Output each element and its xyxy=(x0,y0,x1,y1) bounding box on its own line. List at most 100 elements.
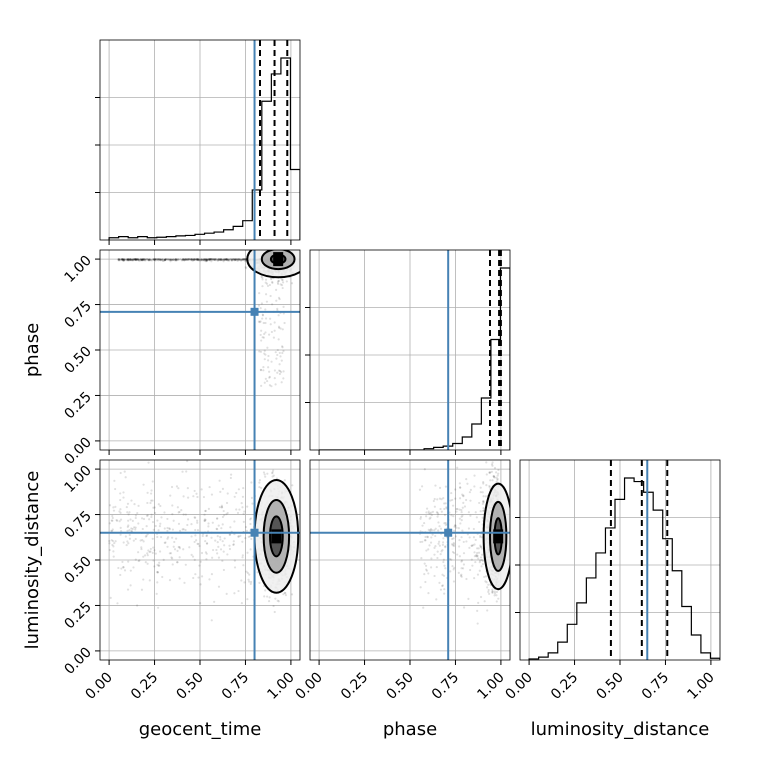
scatter-point xyxy=(143,259,146,262)
scatter-point xyxy=(259,368,262,371)
scatter-point xyxy=(278,369,281,372)
scatter-point xyxy=(456,553,459,556)
scatter-point xyxy=(441,543,445,546)
scatter-point xyxy=(128,537,132,540)
scatter-point xyxy=(175,258,178,261)
scatter-point xyxy=(151,499,154,502)
scatter-point xyxy=(160,258,164,261)
scatter-point xyxy=(485,484,488,487)
scatter-point xyxy=(139,258,143,261)
scatter-point xyxy=(122,258,125,262)
scatter-point xyxy=(271,471,274,474)
scatter-point xyxy=(154,258,158,261)
scatter-point xyxy=(157,529,160,532)
scatter-point xyxy=(482,482,485,485)
scatter-point xyxy=(193,516,196,519)
scatter-point xyxy=(171,513,174,516)
scatter-point xyxy=(193,489,196,493)
scatter-point xyxy=(233,258,236,261)
scatter-point xyxy=(183,258,186,262)
scatter-point xyxy=(126,258,129,261)
scatter-point xyxy=(134,258,137,261)
scatter-point xyxy=(177,545,180,549)
scatter-point xyxy=(461,493,464,496)
scatter-point xyxy=(270,360,273,363)
scatter-point xyxy=(135,258,138,261)
scatter-point xyxy=(234,258,237,261)
scatter-point xyxy=(196,519,199,522)
scatter-point xyxy=(122,259,125,262)
scatter-point xyxy=(233,495,236,498)
scatter-point xyxy=(452,544,456,548)
scatter-point xyxy=(133,258,137,261)
scatter-point xyxy=(122,259,126,262)
scatter-point xyxy=(190,258,193,261)
scatter-point xyxy=(491,479,494,482)
scatter-point xyxy=(194,534,197,537)
scatter-point xyxy=(117,258,120,261)
scatter-point xyxy=(490,463,494,466)
scatter-point xyxy=(247,535,250,538)
scatter-point xyxy=(134,258,137,261)
scatter-point xyxy=(467,511,470,514)
scatter-point xyxy=(427,528,430,531)
scatter-point xyxy=(431,533,434,536)
scatter-point xyxy=(452,514,455,518)
scatter-point xyxy=(127,524,130,527)
scatter-point xyxy=(140,258,143,261)
scatter-point xyxy=(184,563,187,566)
scatter-point xyxy=(276,348,279,352)
scatter-point xyxy=(443,588,446,591)
scatter-point xyxy=(146,491,149,494)
x-tick-label: 0.00 xyxy=(83,670,116,703)
scatter-point xyxy=(150,515,153,519)
scatter-point xyxy=(281,345,284,348)
x-tick-label: 0.25 xyxy=(338,670,371,703)
scatter-point xyxy=(147,258,151,262)
scatter-point xyxy=(151,551,154,554)
scatter-point xyxy=(220,527,223,530)
scatter-point xyxy=(465,478,468,481)
scatter-point xyxy=(449,570,452,573)
truth-marker xyxy=(250,528,259,537)
scatter-point xyxy=(493,466,497,470)
scatter-point xyxy=(208,258,211,261)
scatter-point xyxy=(180,258,183,262)
scatter-point xyxy=(130,527,133,530)
scatter-point xyxy=(126,258,130,261)
scatter-point xyxy=(263,358,266,361)
scatter-point xyxy=(470,558,473,561)
scatter-point xyxy=(428,517,431,520)
scatter-point xyxy=(140,258,144,261)
scatter-point xyxy=(276,599,279,602)
scatter-point xyxy=(244,525,248,529)
scatter-point xyxy=(136,258,140,261)
scatter-point xyxy=(110,539,113,542)
scatter-point xyxy=(202,495,206,499)
scatter-point xyxy=(263,381,266,384)
scatter-point xyxy=(118,520,121,523)
scatter-point xyxy=(166,517,169,521)
scatter-point xyxy=(205,259,209,262)
scatter-point xyxy=(222,258,226,261)
scatter-point xyxy=(141,258,144,261)
scatter-point xyxy=(123,569,127,572)
scatter-point xyxy=(172,258,175,262)
scatter-point xyxy=(158,561,161,564)
scatter-point xyxy=(232,540,235,543)
scatter-point xyxy=(441,541,445,544)
scatter-point xyxy=(261,314,265,317)
scatter-point xyxy=(131,258,134,262)
scatter-point xyxy=(221,559,224,562)
scatter-point xyxy=(226,511,229,515)
scatter-point xyxy=(129,258,132,261)
scatter-point xyxy=(282,349,285,353)
scatter-point xyxy=(236,259,240,262)
scatter-point xyxy=(182,258,185,261)
scatter-point xyxy=(244,537,247,540)
scatter-point xyxy=(276,371,279,374)
scatter-point xyxy=(443,502,446,505)
scatter-point xyxy=(131,527,134,531)
scatter-point xyxy=(277,338,280,341)
scatter-point xyxy=(129,569,132,572)
